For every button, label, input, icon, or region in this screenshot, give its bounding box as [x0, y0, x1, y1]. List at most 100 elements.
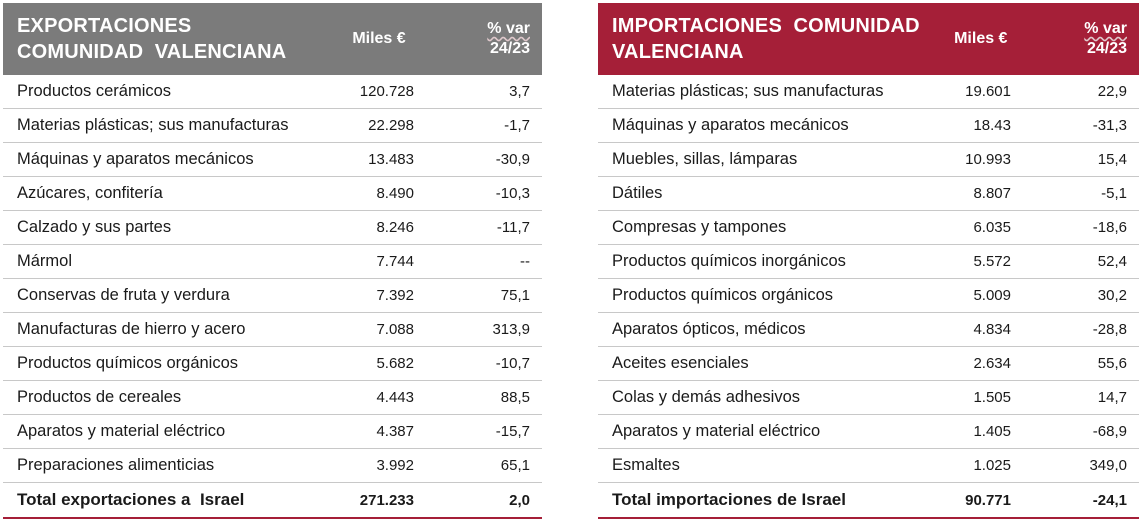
exports-header: EXPORTACIONES COMUNIDAD VALENCIANA Miles… — [3, 3, 542, 75]
exports-rows: Productos cerámicos 120.728 3,7 Materias p… — [3, 75, 542, 519]
table-row: Productos cerámicos 120.728 3,7 — [3, 75, 542, 109]
row-value: 7.744 — [376, 253, 414, 270]
table-row: Azúcares, confitería 8.490 -10,3 — [3, 177, 542, 211]
row-value: 7.392 — [376, 287, 414, 304]
row-value: 1.025 — [973, 457, 1011, 474]
row-name: Preparaciones alimenticias — [17, 456, 215, 474]
row-var: 88,5 — [500, 389, 530, 406]
row-value: 13.483 — [368, 151, 414, 168]
row-name: Azúcares, confitería — [17, 184, 163, 202]
total-var: 2,0 — [509, 491, 530, 509]
row-value: 120.728 — [359, 83, 414, 100]
exports-title: EXPORTACIONES COMUNIDAD VALENCIANA — [3, 3, 316, 75]
row-var: -15,7 — [495, 423, 530, 440]
row-value: 7.088 — [376, 321, 414, 338]
row-var: 313,9 — [492, 321, 530, 338]
row-value: 6.035 — [973, 219, 1011, 236]
row-var: -10,7 — [495, 355, 530, 372]
table-row: Aceites esenciales 2.634 55,6 — [598, 347, 1139, 381]
row-value: 5.572 — [973, 253, 1011, 270]
table-row: Productos químicos inorgánicos 5.572 52,4 — [598, 245, 1139, 279]
table-row: Aparatos y material eléctrico 1.405 -68,9 — [598, 415, 1139, 449]
imports-col-var-header: % var 24/23 — [1042, 3, 1139, 75]
table-row: Productos químicos orgánicos 5.682 -10,7 — [3, 347, 542, 381]
imports-col-value-header: Miles € — [954, 30, 1008, 47]
table-row: Aparatos y material eléctrico 4.387 -15,7 — [3, 415, 542, 449]
exports-title-line1: EXPORTACIONES — [17, 15, 192, 37]
row-name: Materias plásticas; sus manufacturas — [17, 116, 289, 134]
row-name: Calzado y sus partes — [17, 218, 172, 236]
row-name: Aparatos y material eléctrico — [17, 422, 226, 440]
row-name: Máquinas y aparatos mecánicos — [17, 150, 254, 168]
table-row: Aparatos ópticos, médicos 4.834 -28,8 — [598, 313, 1139, 347]
table-row: Materias plásticas; sus manufacturas 22.2… — [3, 109, 542, 143]
row-var: -- — [520, 253, 530, 270]
row-var: 15,4 — [1097, 151, 1127, 168]
row-name: Aceites esenciales — [612, 354, 749, 372]
table-row: Esmaltes 1.025 349,0 — [598, 449, 1139, 483]
table-row: Calzado y sus partes 8.246 -11,7 — [3, 211, 542, 245]
row-value: 22.298 — [368, 117, 414, 134]
row-var: -10,3 — [495, 185, 530, 202]
table-row: Muebles, sillas, lámparas 10.993 15,4 — [598, 143, 1139, 177]
row-value: 4.834 — [973, 321, 1011, 338]
table-row: Preparaciones alimenticias 3.992 65,1 — [3, 449, 542, 483]
row-var: 30,2 — [1097, 287, 1127, 304]
row-name: Materias plásticas; sus manufacturas — [612, 82, 884, 100]
table-row: Productos químicos orgánicos 5.009 30,2 — [598, 279, 1139, 313]
row-name: Compresas y tampones — [612, 218, 787, 236]
imports-col-var-line1: % var — [1084, 20, 1127, 37]
row-var: 14,7 — [1097, 389, 1127, 406]
exports-title-line2: COMUNIDAD VALENCIANA — [17, 41, 287, 63]
row-value: 4.443 — [376, 389, 414, 406]
row-name: Mármol — [17, 252, 73, 270]
row-value: 18.43 — [973, 117, 1011, 134]
exports-total-row: Total exportaciones a Israel 271.233 2,0 — [3, 483, 542, 519]
row-name: Conservas de fruta y verdura — [17, 286, 230, 304]
row-value: 4.387 — [376, 423, 414, 440]
row-var: 65,1 — [500, 457, 530, 474]
row-name: Máquinas y aparatos mecánicos — [612, 116, 849, 134]
row-var: -28,8 — [1092, 321, 1127, 338]
row-value: 10.993 — [965, 151, 1011, 168]
row-name: Productos de cereales — [17, 388, 182, 406]
table-row: Manufacturas de hierro y acero 7.088 313,9 — [3, 313, 542, 347]
row-name: Colas y demás adhesivos — [612, 388, 801, 406]
exports-col-value-header: Miles € — [352, 30, 406, 47]
row-value: 1.505 — [973, 389, 1011, 406]
total-value: 271.233 — [359, 491, 414, 509]
imports-title: IMPORTACIONES COMUNIDAD VALENCIANA — [598, 3, 920, 75]
imports-col-var-line2: 24/23 — [1086, 40, 1127, 57]
table-row: Mármol 7.744 -- — [3, 245, 542, 279]
imports-title-line2: VALENCIANA — [612, 41, 744, 63]
row-name: Dátiles — [612, 184, 663, 202]
row-var: 55,6 — [1097, 355, 1127, 372]
row-value: 3.992 — [376, 457, 414, 474]
row-name: Esmaltes — [612, 456, 680, 474]
row-value: 5.682 — [376, 355, 414, 372]
row-var: -68,9 — [1092, 423, 1127, 440]
table-row: Máquinas y aparatos mecánicos 18.43 -31,3 — [598, 109, 1139, 143]
table-row: Dátiles 8.807 -5,1 — [598, 177, 1139, 211]
imports-total-row: Total importaciones de Israel 90.771 -24,1 — [598, 483, 1139, 519]
row-value: 5.009 — [973, 287, 1011, 304]
exports-table: EXPORTACIONES COMUNIDAD VALENCIANA Miles… — [3, 3, 542, 519]
row-var: 22,9 — [1097, 83, 1127, 100]
imports-table: IMPORTACIONES COMUNIDAD VALENCIANA Miles… — [598, 3, 1139, 519]
table-row: Productos de cereales 4.443 88,5 — [3, 381, 542, 415]
table-row: Máquinas y aparatos mecánicos 13.483 -30,9 — [3, 143, 542, 177]
row-value: 2.634 — [973, 355, 1011, 372]
row-name: Productos químicos orgánicos — [17, 354, 239, 372]
table-row: Materias plásticas; sus manufacturas 19.6… — [598, 75, 1139, 109]
row-name: Aparatos y material eléctrico — [612, 422, 821, 440]
row-name: Manufacturas de hierro y acero — [17, 320, 246, 338]
row-var: -18,6 — [1092, 219, 1127, 236]
row-var: 75,1 — [500, 287, 530, 304]
imports-header: IMPORTACIONES COMUNIDAD VALENCIANA Miles… — [598, 3, 1139, 75]
row-value: 19.601 — [965, 83, 1011, 100]
row-name: Productos químicos orgánicos — [612, 286, 834, 304]
table-row: Conservas de fruta y verdura 7.392 75,1 — [3, 279, 542, 313]
row-var: -5,1 — [1101, 185, 1127, 202]
row-var: -11,7 — [496, 219, 530, 236]
total-value: 90.771 — [965, 491, 1011, 509]
